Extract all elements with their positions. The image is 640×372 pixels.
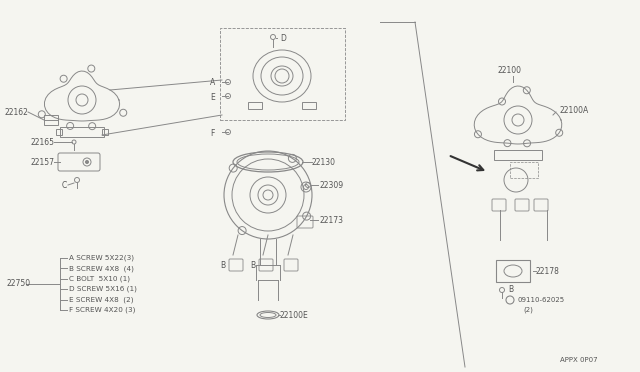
Text: F SCREW 4X20 (3): F SCREW 4X20 (3)	[69, 307, 136, 313]
Text: D: D	[280, 33, 286, 42]
Text: F: F	[211, 128, 215, 138]
Text: E SCREW 4X8  (2): E SCREW 4X8 (2)	[69, 296, 134, 303]
Text: A SCREW 5X22(3): A SCREW 5X22(3)	[69, 255, 134, 261]
Text: 22100A: 22100A	[560, 106, 589, 115]
Bar	[496, 260, 530, 282]
Text: APPX 0P07: APPX 0P07	[560, 357, 598, 363]
Text: 22162: 22162	[4, 108, 28, 116]
Text: 22309: 22309	[320, 180, 344, 189]
Text: B SCREW 4X8  (4): B SCREW 4X8 (4)	[69, 265, 134, 272]
Text: B: B	[508, 285, 513, 295]
Text: 22165: 22165	[30, 138, 54, 147]
Text: 22173: 22173	[320, 215, 344, 224]
Text: 22130: 22130	[312, 157, 336, 167]
Text: D SCREW 5X16 (1): D SCREW 5X16 (1)	[69, 286, 137, 292]
Text: B: B	[220, 260, 225, 269]
Bar	[302, 102, 316, 109]
Text: A: A	[210, 77, 215, 87]
Text: C: C	[62, 180, 67, 189]
Bar	[248, 102, 262, 109]
Text: (2): (2)	[523, 307, 533, 313]
Text: 22157: 22157	[30, 157, 54, 167]
Bar	[44, 115, 58, 125]
Text: C BOLT  5X10 (1): C BOLT 5X10 (1)	[69, 276, 130, 282]
Text: 22100E: 22100E	[280, 311, 308, 320]
Bar	[510, 162, 538, 178]
Text: E: E	[211, 93, 215, 102]
Bar	[60, 127, 104, 137]
Text: 22100: 22100	[498, 65, 522, 74]
Text: B: B	[250, 260, 255, 269]
Bar	[102, 129, 108, 135]
Text: 22178: 22178	[536, 266, 560, 276]
Bar	[494, 150, 542, 160]
Text: 09110-62025: 09110-62025	[518, 297, 565, 303]
Circle shape	[86, 160, 88, 164]
Text: 22750: 22750	[6, 279, 30, 289]
Bar	[220, 28, 345, 120]
Bar	[56, 129, 62, 135]
